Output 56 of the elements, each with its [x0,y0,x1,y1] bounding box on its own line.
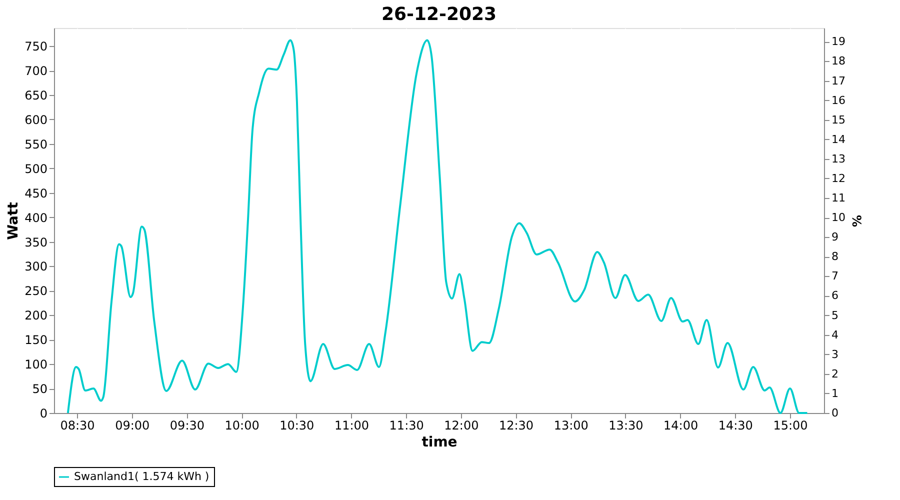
y2-tick-label: 7 [832,270,838,283]
y2-tick-label: 2 [832,367,838,380]
x-tick-label: 09:00 [115,418,150,432]
y2-tick-label: 4 [832,328,838,342]
x-tick-label: 11:30 [389,418,424,432]
y2-axis-title: % [849,214,864,228]
y-tick-label: 500 [24,162,48,176]
y-tick-label: 0 [40,406,48,420]
x-axis-title: time [422,434,458,450]
x-tick-label: 09:30 [170,418,205,432]
x-tick-label: 14:00 [664,418,698,432]
y2-tick-label: 6 [832,289,838,302]
line-series [66,39,808,414]
x-tick-label: 10:00 [224,418,260,432]
y2-tick-label: 19 [832,35,846,48]
x-tick-label: 08:30 [60,418,95,432]
x-tick-label: 12:30 [498,418,534,432]
x-tick-label: 10:30 [280,418,314,432]
x-tick-label: 13:00 [554,418,588,432]
x-tick-label: 12:00 [444,418,479,432]
y-tick-label: 650 [24,88,48,103]
y-tick-label: 400 [24,210,48,225]
y-tick-label: 50 [32,382,48,396]
x-tick-label: 15:00 [773,418,808,432]
y-tick-label: 600 [24,112,48,127]
y2-tick-label: 5 [832,308,838,322]
y2-tick-label: 13 [832,152,846,166]
y2-tick-label: 8 [832,250,838,264]
y-tick-label: 300 [24,260,48,274]
y-tick-label: 450 [24,186,48,200]
y-tick-label: 100 [24,358,48,372]
y2-tick-label: 1 [832,386,838,400]
y2-tick-label: 10 [832,211,846,224]
y-tick-label: 250 [24,284,48,298]
y2-tick-label: 11 [832,192,846,205]
x-tick-label: 13:30 [608,418,644,432]
y2-tick-label: 14 [832,132,846,146]
y-tick-label: 150 [24,333,48,348]
y2-tick-label: 9 [832,230,838,244]
legend-label: Swanland1( 1.574 kWh ) [74,470,210,483]
y2-tick-label: 17 [832,74,846,88]
y-tick-label: 750 [24,40,48,54]
y2-tick-label: 15 [832,113,846,126]
y-tick-label: 700 [24,64,48,78]
y2-tick-label: 12 [832,172,846,185]
y-axis-title: Watt [6,202,22,240]
x-tick-label: 14:30 [718,418,753,432]
y-tick-label: 200 [24,308,48,323]
y2-tick-label: 3 [832,348,838,361]
chart-title: 26-12-2023 [381,4,497,25]
y-tick-label: 550 [24,137,48,152]
y-tick-label: 350 [24,235,48,250]
y2-tick-label: 0 [832,406,838,420]
y2-tick-label: 16 [832,94,846,107]
y2-tick-label: 18 [832,54,846,68]
x-tick-label: 11:00 [334,418,370,432]
